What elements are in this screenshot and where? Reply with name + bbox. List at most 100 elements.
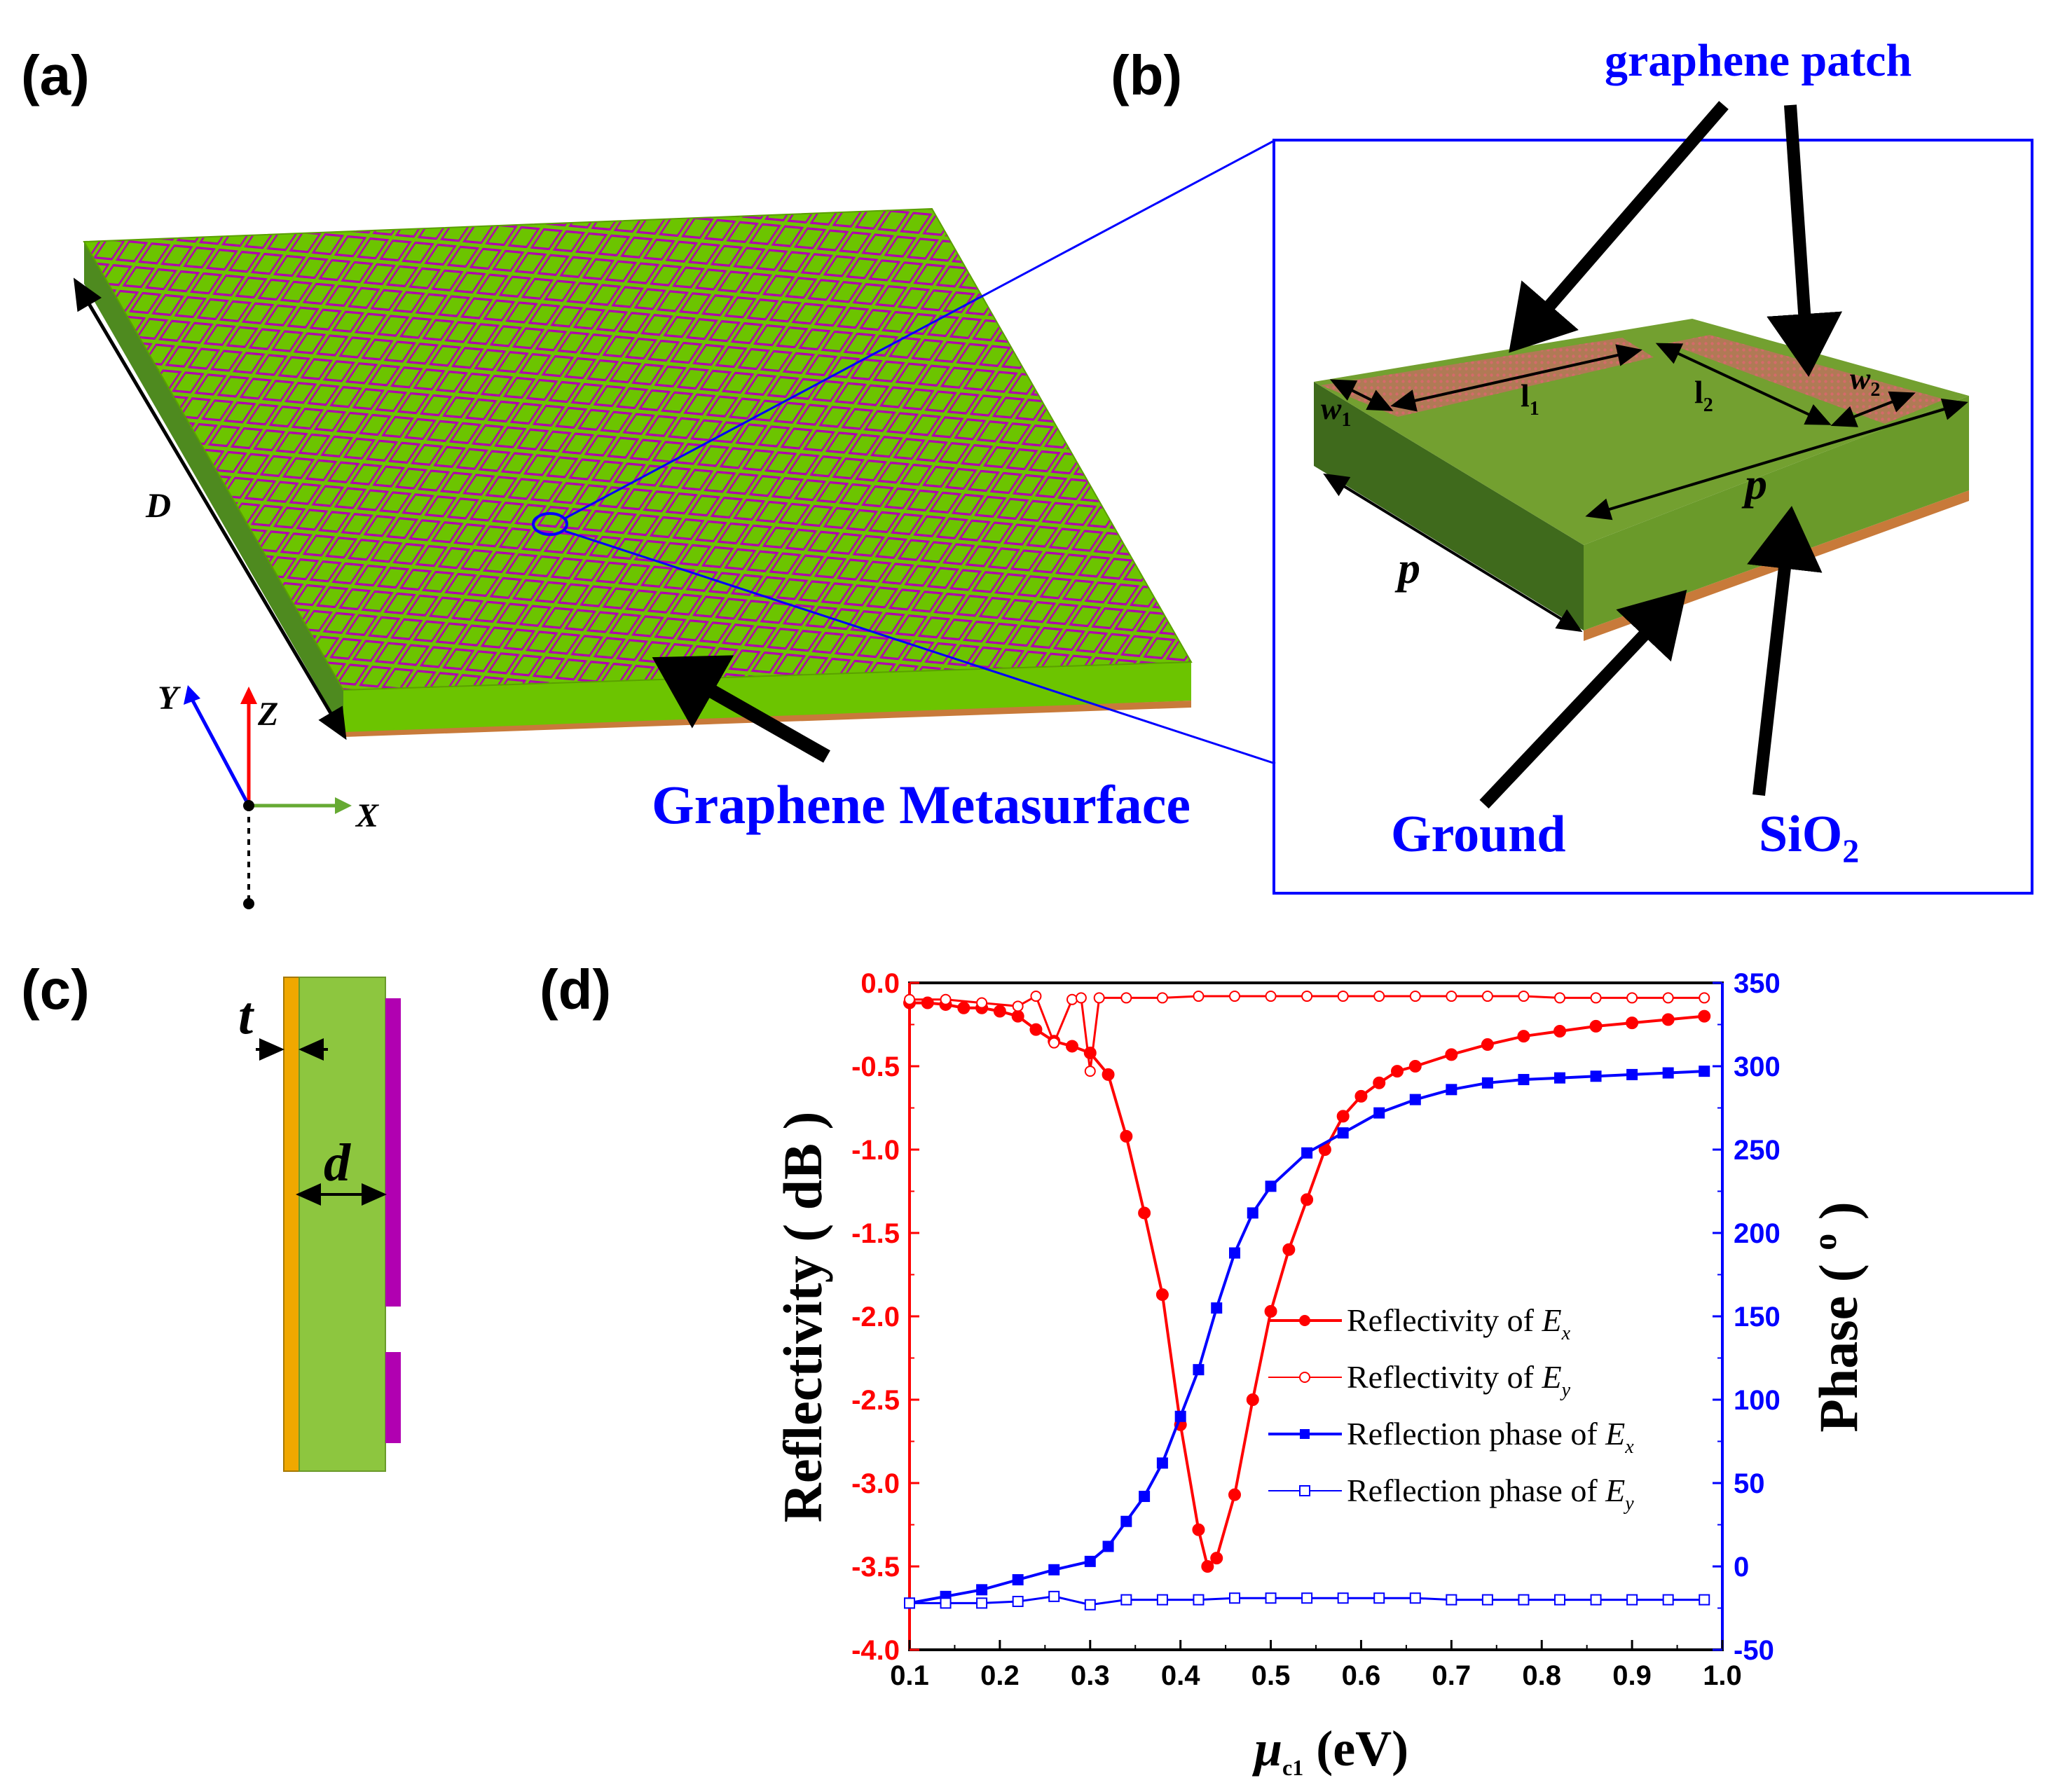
ground-label: Ground bbox=[1391, 806, 1566, 863]
data-point-reflectivity-of-ey bbox=[1030, 991, 1042, 1002]
data-point-reflectivity-of-ey bbox=[1084, 1066, 1096, 1077]
dimension-p-side-arrow bbox=[1323, 473, 1583, 633]
x-tick-label: 0.8 bbox=[1522, 1660, 1561, 1691]
data-point-reflectivity-of-ex bbox=[1210, 1552, 1223, 1565]
dimension-w1-label: w1 bbox=[1321, 392, 1351, 431]
y-left-tick-label: -3.5 bbox=[851, 1552, 900, 1583]
data-point-reflectivity-of-ex bbox=[1336, 1110, 1350, 1123]
data-point-reflection-phase-of-ey bbox=[1626, 1594, 1638, 1606]
data-point-reflection-phase-of-ex bbox=[1247, 1207, 1258, 1219]
y-left-tick-label: -1.0 bbox=[851, 1135, 900, 1166]
dimension-D-label: D bbox=[145, 485, 171, 525]
dimension-D-arrow bbox=[73, 277, 347, 740]
y-left-tick-label: 0.0 bbox=[860, 968, 900, 999]
axis-bottom-dot bbox=[243, 898, 254, 909]
data-point-reflection-phase-of-ey bbox=[1012, 1595, 1024, 1607]
data-point-reflectivity-of-ey bbox=[1075, 992, 1087, 1004]
data-point-reflectivity-of-ey bbox=[1337, 991, 1349, 1002]
graphene-metasurface-label: Graphene Metasurface bbox=[652, 774, 1191, 835]
data-point-reflection-phase-of-ex bbox=[1518, 1074, 1530, 1086]
axis-origin bbox=[243, 800, 254, 811]
unit-cell-dimensions: w1 l1 l2 w2 p p bbox=[1321, 343, 1968, 633]
dimension-l1-arrow bbox=[1390, 344, 1642, 412]
dimension-w2-label: w2 bbox=[1850, 361, 1880, 401]
plot-frame bbox=[908, 981, 1724, 1651]
data-point-reflection-phase-of-ex bbox=[1699, 1066, 1710, 1077]
data-point-reflection-phase-of-ey bbox=[1301, 1592, 1313, 1604]
y-right-tick-label: -50 bbox=[1734, 1635, 1774, 1666]
legend-marker-ex-phase bbox=[1300, 1429, 1310, 1439]
cross-section: t d bbox=[238, 977, 401, 1472]
data-point-reflectivity-of-ey bbox=[1193, 991, 1205, 1002]
zoom-line-top bbox=[564, 139, 1276, 520]
data-point-reflectivity-of-ex bbox=[1029, 1023, 1043, 1036]
data-point-reflection-phase-of-ey bbox=[1590, 1594, 1602, 1606]
data-point-reflectivity-of-ex bbox=[1246, 1393, 1259, 1406]
data-point-reflection-phase-of-ey bbox=[1518, 1594, 1530, 1606]
data-point-reflection-phase-of-ex bbox=[1229, 1247, 1240, 1259]
data-point-reflectivity-of-ex bbox=[993, 1005, 1006, 1018]
data-point-reflectivity-of-ex bbox=[1264, 1304, 1277, 1318]
y-right-tick-label: 300 bbox=[1734, 1052, 1781, 1082]
data-point-reflection-phase-of-ex bbox=[1590, 1070, 1602, 1082]
legend-entry-ey-reflectivity: Reflectivity of Ey bbox=[1347, 1359, 1571, 1401]
data-point-reflection-phase-of-ex bbox=[1481, 1077, 1493, 1089]
ground-pointer-arrow bbox=[1479, 589, 1687, 809]
data-point-reflection-phase-of-ey bbox=[904, 1597, 915, 1609]
data-point-reflectivity-of-ex bbox=[1445, 1048, 1458, 1061]
data-point-reflection-phase-of-ey bbox=[1193, 1594, 1205, 1606]
data-point-reflectivity-of-ey bbox=[1066, 993, 1078, 1005]
data-point-reflection-phase-of-ex bbox=[1446, 1084, 1457, 1096]
dimension-d-label: d bbox=[324, 1133, 351, 1192]
series-line-reflectivity-of-ey bbox=[910, 994, 1705, 1072]
dimension-w1-arrow bbox=[1329, 379, 1394, 411]
y-right-tick-label: 50 bbox=[1734, 1468, 1765, 1499]
data-point-reflectivity-of-ey bbox=[1265, 991, 1277, 1002]
data-point-reflectivity-of-ex bbox=[1011, 1009, 1024, 1023]
data-point-reflectivity-of-ex bbox=[1192, 1523, 1205, 1536]
graphene-strip-1 bbox=[385, 998, 401, 1307]
data-point-reflectivity-of-ex bbox=[1301, 1193, 1314, 1206]
data-point-reflection-phase-of-ey bbox=[1373, 1592, 1385, 1604]
panel-a-label: (a) bbox=[21, 44, 90, 106]
data-point-reflectivity-of-ex bbox=[1066, 1040, 1078, 1053]
y-right-axis-title: Phase ( o ) bbox=[1806, 1201, 1869, 1432]
data-point-reflectivity-of-ex bbox=[1102, 1068, 1115, 1081]
data-point-reflectivity-of-ey bbox=[1590, 992, 1602, 1004]
y-left-axis-title: Reflectivity ( dB ) bbox=[772, 1112, 833, 1523]
data-point-reflectivity-of-ey bbox=[1012, 1000, 1024, 1012]
metasurface-pointer-arrow bbox=[652, 655, 830, 763]
y-right-tick-label: 200 bbox=[1734, 1218, 1781, 1249]
data-point-reflection-phase-of-ey bbox=[1337, 1592, 1349, 1604]
patch-pointer-arrow-1 bbox=[1509, 101, 1729, 353]
panel-d-label: (d) bbox=[540, 958, 611, 1021]
data-point-reflectivity-of-ex bbox=[1120, 1129, 1133, 1143]
sio2-pointer-arrow bbox=[1747, 506, 1823, 797]
data-point-reflection-phase-of-ex bbox=[1174, 1410, 1186, 1422]
legend-entry-ex-phase: Reflection phase of Ex bbox=[1347, 1416, 1634, 1458]
dimension-t-label: t bbox=[238, 986, 255, 1045]
data-point-reflection-phase-of-ex bbox=[1156, 1457, 1168, 1469]
data-point-reflectivity-of-ex bbox=[1138, 1206, 1151, 1220]
legend-entry-ex-reflectivity: Reflectivity of Ex bbox=[1347, 1302, 1571, 1344]
data-point-reflectivity-of-ex bbox=[1589, 1019, 1603, 1033]
data-point-reflection-phase-of-ex bbox=[1373, 1107, 1385, 1119]
panel-b-label: (b) bbox=[1111, 44, 1182, 106]
graphene-patch-label: graphene patch bbox=[1605, 35, 1912, 86]
data-point-reflectivity-of-ey bbox=[1699, 992, 1710, 1004]
x-tick-label: 0.7 bbox=[1432, 1660, 1472, 1691]
legend-marker-ey-reflectivity bbox=[1299, 1372, 1310, 1383]
data-point-reflection-phase-of-ex bbox=[1120, 1515, 1132, 1527]
data-point-reflection-phase-of-ey bbox=[1446, 1594, 1457, 1606]
x-tick-label: 0.1 bbox=[890, 1660, 929, 1691]
data-point-reflectivity-of-ey bbox=[1120, 992, 1132, 1004]
zoom-box bbox=[1272, 139, 2033, 895]
data-point-reflectivity-of-ex bbox=[1553, 1025, 1566, 1038]
data-point-reflection-phase-of-ex bbox=[1048, 1564, 1060, 1576]
dimension-l1-label: l1 bbox=[1521, 378, 1539, 420]
data-point-reflection-phase-of-ey bbox=[1084, 1599, 1096, 1611]
y-right-tick-label: 0 bbox=[1734, 1552, 1749, 1583]
data-point-reflectivity-of-ex bbox=[1391, 1065, 1404, 1078]
